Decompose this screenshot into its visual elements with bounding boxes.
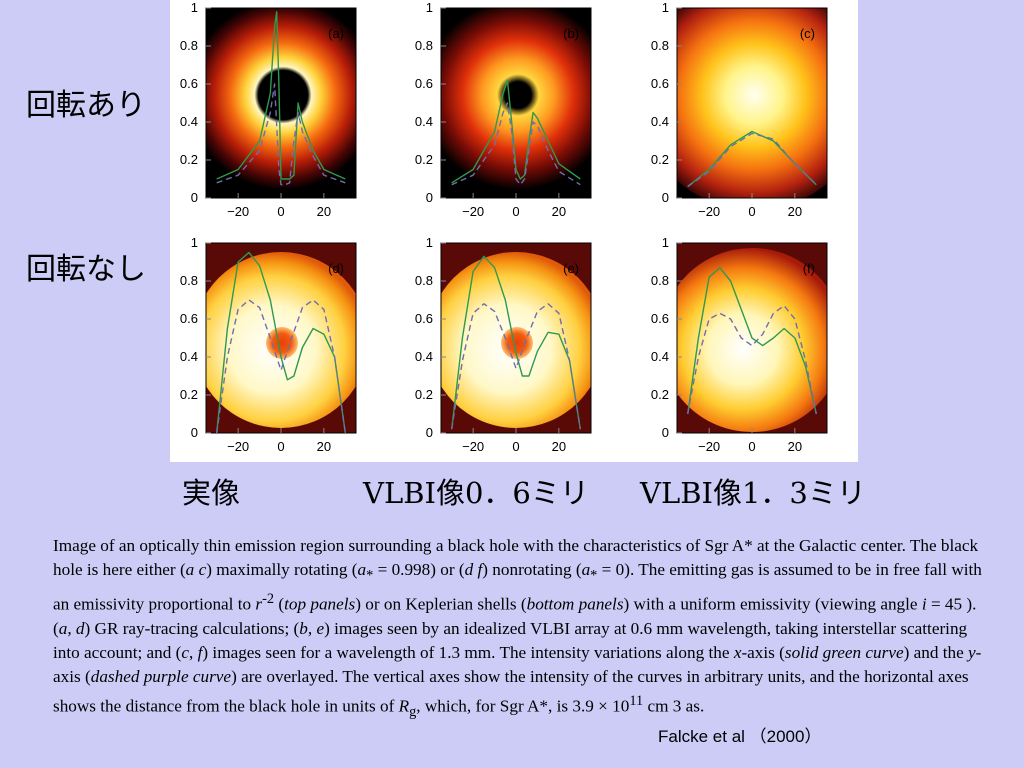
x-tick-label: −20 [698, 439, 720, 454]
caption-vlbi-06: VLBI像0．6ミリ [363, 476, 589, 510]
x-axis-intensity-curve [216, 11, 346, 180]
y-axis-intensity-curve [687, 132, 817, 188]
y-tick-label: 0.2 [180, 152, 198, 167]
panel-label: (a) [328, 26, 344, 41]
panel-label: (d) [328, 261, 344, 276]
caption-real-image: 実像 [182, 476, 241, 510]
y-tick-label: 0.4 [180, 349, 198, 364]
panel-b: 0 0.2 0.4 0.6 0.8 1 −20 0 20 (b) [415, 0, 592, 219]
y-tick-label: 0.2 [180, 387, 198, 402]
panel-image [441, 8, 591, 190]
black-hole-shadow [501, 327, 533, 359]
panel-image [441, 243, 591, 433]
x-tick-label: −20 [462, 204, 484, 219]
panel-label: (b) [563, 26, 579, 41]
x-tick-label: 0 [748, 439, 755, 454]
x-tick-label: 0 [512, 439, 519, 454]
x-tick-label: 20 [788, 439, 802, 454]
panel-c: 0 0.2 0.4 0.6 0.8 1 −20 0 20 (c) [651, 0, 828, 219]
x-tick-label: 20 [317, 439, 331, 454]
x-tick-label: 0 [277, 439, 284, 454]
panel-e: 0 0.2 0.4 0.6 0.8 1 −20 0 20 (e) [415, 235, 592, 454]
y-tick-label: 0.6 [180, 311, 198, 326]
panel-a: 0 0.2 0.4 0.6 0.8 1 −20 0 20 (a) [180, 0, 357, 219]
y-tick-label: 0.8 [415, 273, 433, 288]
row-label-rotating: 回転あり [26, 88, 146, 123]
x-tick-label: 0 [748, 204, 755, 219]
black-hole-shadow [266, 327, 298, 359]
y-tick-label: 0.8 [180, 38, 198, 53]
citation: Falcke et al （2000） [658, 727, 822, 746]
y-tick-label: 0.4 [415, 114, 433, 129]
y-tick-label: 0 [426, 190, 433, 205]
y-tick-label: 1 [662, 0, 669, 15]
x-axis-intensity-curve [687, 130, 817, 188]
x-axis-intensity-curve [687, 267, 817, 415]
panel-label: (c) [800, 26, 815, 41]
panel-label: (e) [563, 261, 579, 276]
y-tick-label: 1 [191, 235, 198, 250]
y-tick-label: 0.2 [415, 387, 433, 402]
y-tick-label: 1 [191, 0, 198, 15]
y-tick-label: 0.8 [651, 273, 669, 288]
x-axis-intensity-curve [216, 251, 346, 433]
y-axis-intensity-curve [451, 102, 581, 186]
y-tick-label: 0.4 [651, 349, 669, 364]
bh-image-figure: 0 0.2 0.4 0.6 0.8 1 −20 0 20 (a) 0 0.2 0.4 0.6 0.8 1 −20… [170, 0, 858, 462]
caption-vlbi-13: VLBI像1．3ミリ [640, 476, 866, 510]
y-tick-label: 0 [662, 425, 669, 440]
x-tick-label: 0 [512, 204, 519, 219]
row-label-nonrotating: 回転なし [26, 252, 146, 287]
x-tick-label: −20 [462, 439, 484, 454]
y-tick-label: 0.8 [651, 38, 669, 53]
panel-image [677, 8, 827, 198]
y-tick-label: 1 [426, 235, 433, 250]
y-tick-label: 0.6 [651, 311, 669, 326]
x-tick-label: 20 [552, 439, 566, 454]
y-tick-label: 0.8 [180, 273, 198, 288]
y-tick-label: 0 [662, 190, 669, 205]
x-axis-intensity-curve [451, 255, 581, 430]
y-tick-label: 1 [426, 0, 433, 15]
y-tick-label: 0.6 [651, 76, 669, 91]
panel-f: 0 0.2 0.4 0.6 0.8 1 −20 0 20 (f) [651, 235, 828, 454]
y-tick-label: 0.6 [415, 76, 433, 91]
y-tick-label: 0 [191, 190, 198, 205]
panel-label: (f) [803, 261, 815, 276]
y-axis-intensity-curve [451, 303, 581, 430]
x-tick-label: 20 [552, 204, 566, 219]
y-tick-label: 0.8 [415, 38, 433, 53]
x-tick-label: 0 [277, 204, 284, 219]
panel-image [206, 8, 356, 190]
y-tick-label: 0.2 [651, 387, 669, 402]
y-tick-label: 0 [191, 425, 198, 440]
y-tick-label: 0.2 [651, 152, 669, 167]
y-axis-intensity-curve [216, 83, 346, 186]
y-axis-intensity-curve [216, 299, 346, 433]
x-tick-label: −20 [227, 204, 249, 219]
x-tick-label: −20 [227, 439, 249, 454]
x-axis-intensity-curve [451, 79, 581, 184]
figure-svg: 0 0.2 0.4 0.6 0.8 1 −20 0 20 (a) 0 0.2 0.4 0.6 0.8 1 −20… [180, 0, 828, 454]
y-tick-label: 0.4 [651, 114, 669, 129]
y-tick-label: 0.4 [180, 114, 198, 129]
figure-caption: Image of an optically thin emission regi… [53, 536, 982, 721]
x-tick-label: 20 [317, 204, 331, 219]
y-tick-label: 0 [426, 425, 433, 440]
panel-d: 0 0.2 0.4 0.6 0.8 1 −20 0 20 (d) [180, 235, 357, 454]
x-tick-label: −20 [698, 204, 720, 219]
x-tick-label: 20 [788, 204, 802, 219]
y-tick-label: 0.6 [180, 76, 198, 91]
y-tick-label: 0.6 [415, 311, 433, 326]
y-tick-label: 1 [662, 235, 669, 250]
y-tick-label: 0.4 [415, 349, 433, 364]
y-tick-label: 0.2 [415, 152, 433, 167]
